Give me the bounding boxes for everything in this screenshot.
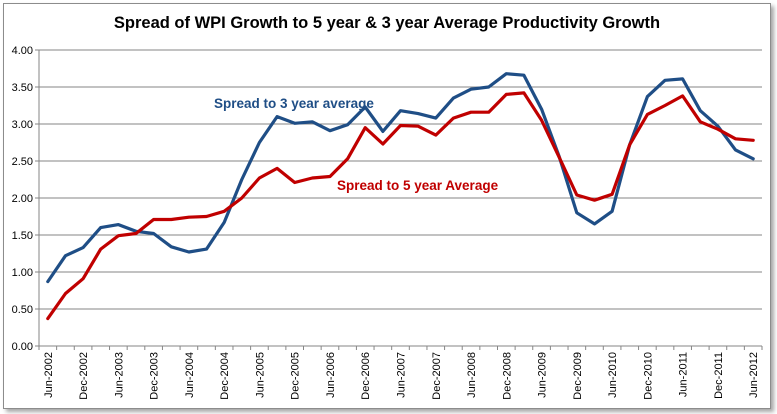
x-tick-label: Jun-2008: [466, 352, 478, 398]
x-tick-label: Jun-2005: [254, 352, 266, 398]
x-tick-label: Jun-2007: [396, 352, 408, 398]
y-tick-label: 1.00: [12, 267, 33, 279]
x-tick-label: Jun-2003: [113, 352, 125, 398]
annotation-spread-5yr: Spread to 5 year Average: [337, 178, 499, 193]
x-tick-label: Jun-2009: [537, 352, 549, 398]
y-tick-label: 4.00: [12, 45, 33, 57]
x-tick-label: Dec-2011: [713, 352, 725, 399]
x-tick-label: Dec-2006: [360, 352, 372, 400]
y-tick-label: 3.00: [12, 119, 33, 131]
axes: [35, 49, 763, 350]
series-line-1: [46, 91, 755, 321]
annotation-spread-3yr: Spread to 3 year average: [214, 96, 374, 111]
x-tick-label: Jun-2011: [678, 352, 690, 397]
x-tick-label: Dec-2005: [290, 352, 302, 400]
x-tick-label: Jun-2006: [325, 352, 337, 398]
y-tick-label: 3.50: [12, 82, 33, 94]
y-tick-label: 0.00: [12, 341, 33, 353]
x-tick-label: Jun-2012: [748, 352, 760, 398]
series-line-0: [46, 72, 755, 284]
x-tick-label: Dec-2003: [149, 352, 161, 400]
y-tick-labels: 0.00 0.50 1.00 1.50 2.00 2.50 3.00 3.50 4.00: [12, 45, 33, 353]
x-tick-label: Dec-2004: [219, 352, 231, 400]
y-tick-label: 1.50: [12, 230, 33, 242]
x-tick-label: Jun-2004: [184, 352, 196, 398]
y-tick-label: 2.00: [12, 193, 33, 205]
x-tick-labels: Jun-2002 Dec-2002 Jun-2003 Dec-2003 Jun-2004…: [43, 352, 760, 400]
x-tick-label: Jun-2010: [607, 352, 619, 398]
x-tick-label: Dec-2008: [501, 352, 513, 400]
x-tick-label: Dec-2002: [78, 352, 90, 400]
x-tick-label: Dec-2009: [572, 352, 584, 400]
y-tick-label: 0.50: [12, 304, 33, 316]
series-lines: [46, 72, 755, 321]
x-tick-label: Jun-2002: [43, 352, 55, 398]
y-tick-label: 2.50: [12, 156, 33, 168]
x-tick-label: Dec-2007: [431, 352, 443, 400]
x-tick-label: Dec-2010: [642, 352, 654, 400]
chart-title: Spread of WPI Growth to 5 year & 3 year …: [114, 14, 660, 32]
chart-frame: Spread of WPI Growth to 5 year & 3 year …: [3, 3, 771, 409]
line-chart: Spread of WPI Growth to 5 year & 3 year …: [12, 14, 763, 400]
